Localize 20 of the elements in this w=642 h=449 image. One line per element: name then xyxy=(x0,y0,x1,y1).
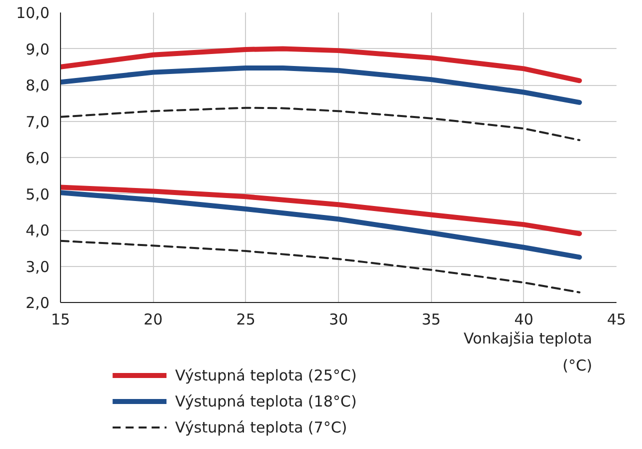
legend-label: Výstupná teplota (25°C) xyxy=(175,366,357,384)
y-tick-label: 5,0 xyxy=(26,185,50,204)
y-tick-label: 10,0 xyxy=(16,4,50,22)
x-tick-label: 15 xyxy=(50,310,70,328)
x-tick-label: 40 xyxy=(514,310,534,328)
y-tick-label: 9,0 xyxy=(26,40,50,58)
x-tick-label: 20 xyxy=(144,310,163,328)
y-tick-label: 3,0 xyxy=(26,258,50,276)
x-tick-label: 25 xyxy=(236,310,256,328)
x-axis-title: Vonkajšia teplota (°C) xyxy=(464,330,592,374)
x-tick-label: 30 xyxy=(328,310,348,328)
legend-label: Výstupná teplota (18°C) xyxy=(175,392,357,410)
y-tick-label: 4,0 xyxy=(26,222,50,240)
x-tick-label: 45 xyxy=(606,310,626,328)
y-tick-label: 2,0 xyxy=(26,294,50,312)
y-tick-label: 6,0 xyxy=(26,149,50,167)
y-tick-label: 7,0 xyxy=(26,112,50,131)
legend-label: Výstupná teplota (7°C) xyxy=(175,418,348,436)
y-tick-label: 8,0 xyxy=(26,76,50,94)
x-tick-label: 35 xyxy=(422,310,441,328)
